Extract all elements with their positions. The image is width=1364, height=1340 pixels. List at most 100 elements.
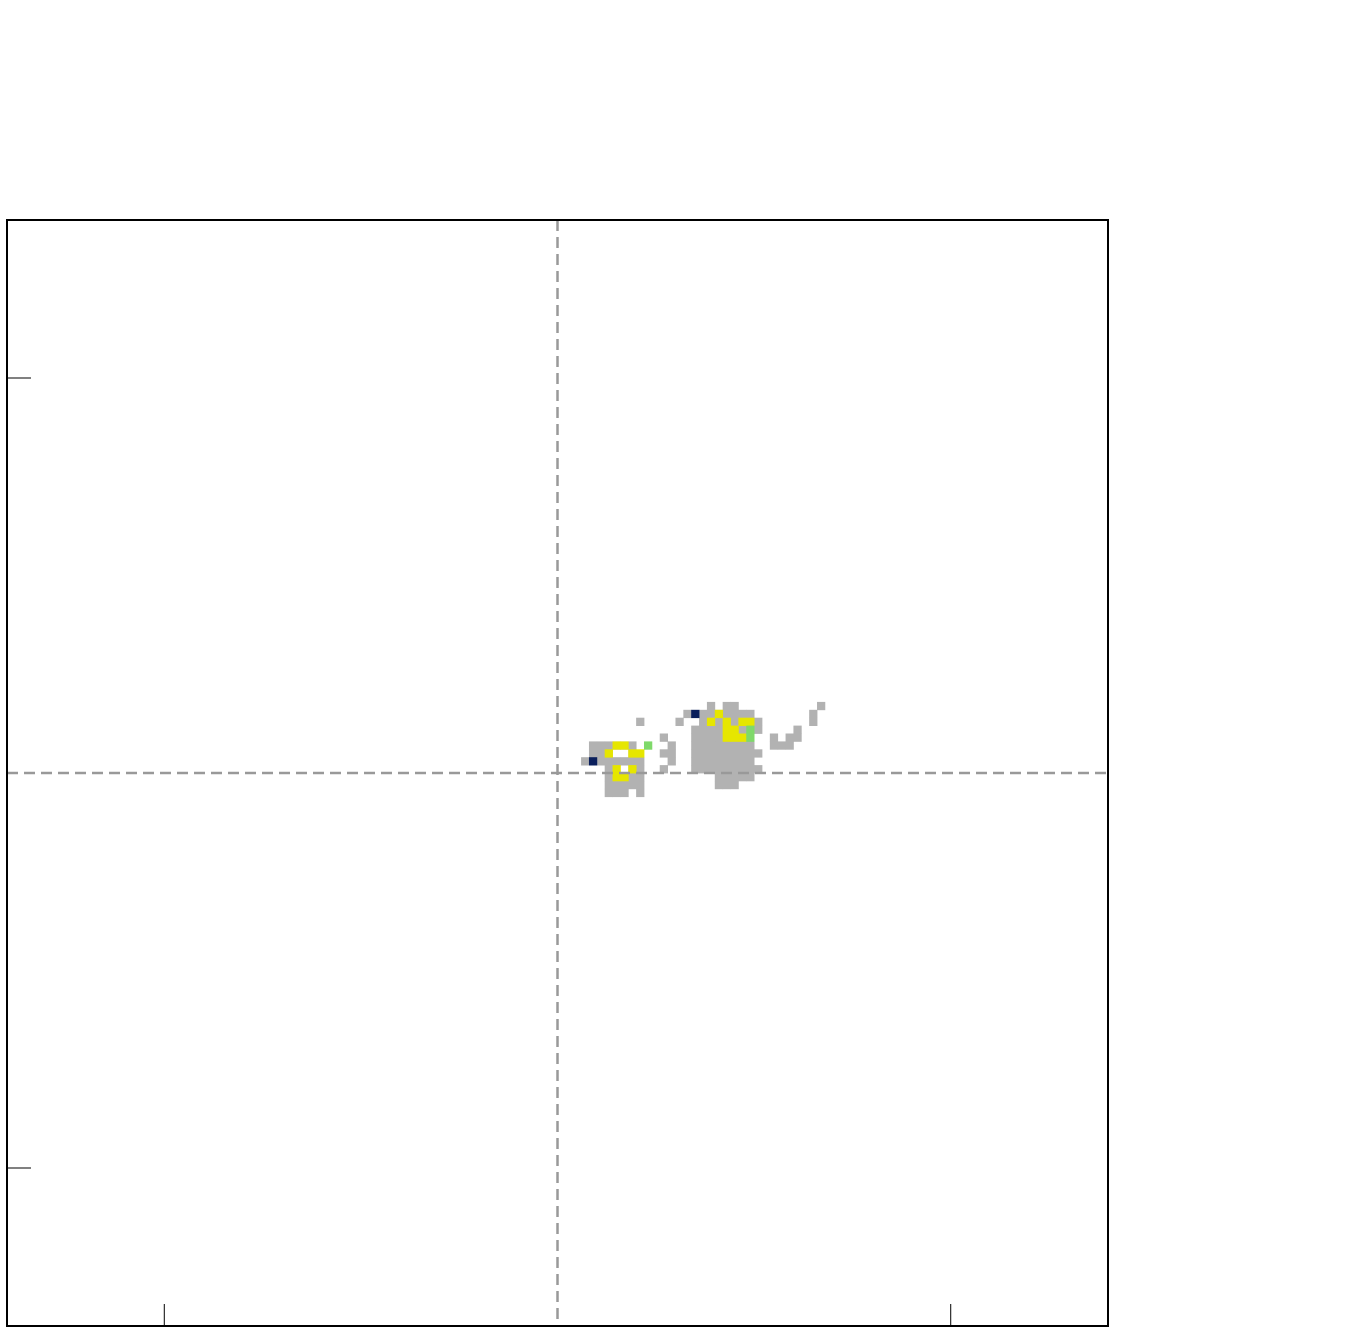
heatmap-cell [691, 733, 700, 742]
heatmap-cell [714, 773, 724, 782]
heatmap-cell [612, 757, 621, 766]
heatmap-cell [817, 701, 826, 711]
heatmap-cell [754, 765, 763, 774]
heatmap-cell [746, 765, 755, 774]
heatmap-cell [699, 717, 708, 726]
heatmap-cell [636, 765, 645, 774]
heatmap-cell [699, 765, 708, 774]
heatmap-cell [612, 773, 621, 782]
heatmap-cell [738, 757, 747, 766]
heatmap-cell [596, 749, 606, 758]
heatmap-cell [596, 757, 606, 766]
heatmap-cell [746, 709, 755, 719]
heatmap-cell [769, 733, 779, 742]
heatmap-cell [714, 725, 724, 734]
heatmap-cell [730, 765, 739, 774]
heatmap-cell [604, 741, 613, 750]
heatmap-cell [636, 780, 645, 790]
heatmap-cell [706, 717, 716, 726]
heatmap-cell [644, 741, 653, 750]
heatmap-cell [620, 741, 629, 750]
heatmap-cell [699, 733, 708, 742]
heatmap-cell [659, 733, 668, 742]
heatmap-cell [809, 717, 818, 726]
heatmap-cell [722, 733, 731, 742]
heatmap-cell [628, 765, 637, 774]
heatmap-cell [754, 749, 763, 758]
heatmap-cell [738, 741, 747, 750]
heatmap-cell [620, 757, 629, 766]
heatmap-cell [620, 773, 629, 782]
heatmap-cell [730, 709, 739, 719]
heatmap-cell [738, 725, 747, 734]
heatmap-cell [730, 717, 739, 726]
heatmap-cell [659, 749, 668, 758]
heatmap-cell [691, 741, 700, 750]
heatmap-cell [722, 709, 731, 719]
heatmap-cell [730, 741, 739, 750]
heatmap-cell [691, 725, 700, 734]
heatmap-cell [722, 773, 731, 782]
heatmap-cell [691, 757, 700, 766]
heatmap-cell [628, 773, 637, 782]
heatmap-cell [722, 725, 731, 734]
heatmap-cell [777, 741, 786, 750]
heatmap-cell [714, 741, 724, 750]
heatmap-cell [769, 741, 779, 750]
heatmap-cell [706, 757, 716, 766]
heatmap-cell [746, 757, 755, 766]
reference-lines [7, 220, 1108, 1326]
heatmap-cell [714, 765, 724, 774]
heatmap-cell [691, 765, 700, 774]
heatmap-cell [722, 717, 731, 726]
heatmap-cell [667, 749, 676, 758]
heatmap-cell [628, 757, 637, 766]
heatmap-cell [699, 709, 708, 719]
heatmap-cell [628, 749, 637, 758]
heatmap-cell [738, 717, 747, 726]
heatmap-cell [620, 780, 629, 790]
heatmap-cell [699, 725, 708, 734]
heatmap-cell [612, 788, 621, 798]
heatmap-cell [722, 765, 731, 774]
heatmap-cell [706, 741, 716, 750]
heatmap-cell [706, 749, 716, 758]
heatmap-cell [714, 709, 724, 719]
heatmap-cells [581, 701, 826, 798]
heatmap-cell [636, 749, 645, 758]
axis-ticks [7, 377, 952, 1326]
heatmap-cell [604, 788, 613, 798]
heatmap-cell [730, 757, 739, 766]
heatmap-cell [793, 725, 802, 734]
heatmap-cell [738, 709, 747, 719]
heatmap-cell [699, 757, 708, 766]
heatmap-cell [746, 773, 755, 782]
heatmap-cell [706, 701, 716, 711]
heatmap-cell [746, 749, 755, 758]
heatmap-cell [722, 741, 731, 750]
heatmap-cell [706, 733, 716, 742]
heatmap-cell [636, 717, 645, 726]
heatmap-cell [691, 709, 700, 719]
heatmap-cell [588, 757, 598, 766]
heatmap-cell [604, 749, 613, 758]
heatmap-cell [809, 709, 818, 719]
heatmap-cell [667, 741, 676, 750]
heatmap-cell [785, 741, 794, 750]
heatmap-cell [714, 757, 724, 766]
heatmap-cell [722, 757, 731, 766]
heatmap-cell [738, 749, 747, 758]
heatmap-cell [714, 733, 724, 742]
heatmap-cell [730, 725, 739, 734]
heatmap-cell [730, 701, 739, 711]
heatmap-cell [699, 741, 708, 750]
heatmap-cell [714, 780, 724, 790]
heatmap-cell [746, 725, 755, 734]
heatmap-cell [722, 780, 731, 790]
heatmap-cell [754, 717, 763, 726]
heatmap-cell [596, 741, 606, 750]
heatmap-cell [691, 749, 700, 758]
heatmap-cell [581, 757, 590, 766]
heatmap-cell [738, 773, 747, 782]
